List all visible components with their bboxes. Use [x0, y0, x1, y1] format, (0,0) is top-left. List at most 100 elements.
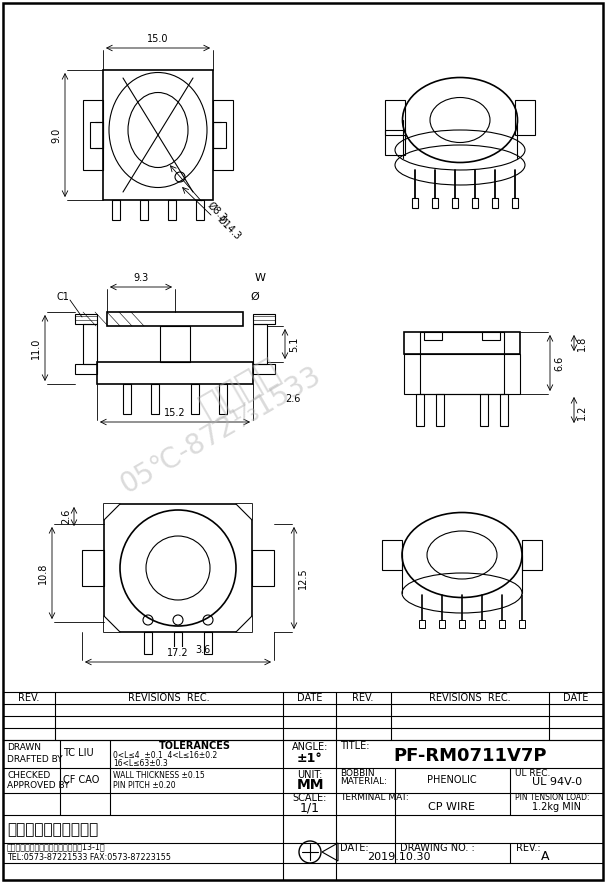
Text: 15.2: 15.2 [164, 408, 186, 418]
Text: BOBBIN: BOBBIN [340, 768, 375, 778]
Bar [219, 384, 227, 414]
Text: TITLE:: TITLE: [340, 741, 370, 751]
Text: DRAWN: DRAWN [7, 743, 41, 752]
Bar [424, 332, 442, 340]
Polygon shape [236, 616, 252, 632]
Text: 2.6: 2.6 [285, 394, 301, 404]
Text: 3.6: 3.6 [195, 645, 211, 655]
Text: SCALE:: SCALE: [293, 793, 327, 803]
Bar [499, 620, 505, 628]
Bar [515, 100, 535, 135]
Polygon shape [104, 504, 120, 520]
Bar [75, 314, 97, 324]
Text: UNIT:: UNIT: [298, 770, 322, 780]
Bar [140, 200, 148, 220]
Text: 1.2: 1.2 [577, 404, 587, 419]
Text: MATERIAL:: MATERIAL: [340, 778, 387, 787]
Bar [385, 130, 405, 155]
Bar [382, 540, 402, 570]
Bar [213, 122, 226, 148]
Bar [82, 550, 104, 586]
Text: 12.5: 12.5 [298, 567, 308, 589]
Bar [404, 332, 520, 354]
Bar [419, 620, 425, 628]
Text: 11.0: 11.0 [31, 337, 41, 358]
Text: ANGLE:: ANGLE: [292, 742, 328, 752]
Text: ±1°: ±1° [297, 752, 323, 766]
Bar [83, 100, 103, 170]
Text: DATE: DATE [564, 693, 588, 703]
Bar [174, 632, 182, 654]
Text: TERMINAL MAT:: TERMINAL MAT: [340, 794, 409, 803]
Bar [452, 198, 458, 208]
Bar [253, 364, 275, 374]
Text: 1.8: 1.8 [577, 336, 587, 351]
Bar [519, 620, 525, 628]
Bar [416, 394, 424, 426]
Bar [480, 394, 488, 426]
Text: DRAWING NO. :: DRAWING NO. : [400, 843, 474, 853]
Text: CF CAO: CF CAO [63, 775, 99, 785]
Bar [253, 314, 275, 324]
Text: 海宁捷晓电子有限公司: 海宁捷晓电子有限公司 [7, 822, 98, 837]
Bar [404, 354, 520, 394]
Bar [191, 384, 199, 414]
Bar [168, 200, 176, 220]
Text: PIN PITCH ±0.20: PIN PITCH ±0.20 [113, 781, 176, 789]
Text: TOLERANCES: TOLERANCES [159, 741, 231, 751]
Text: REV.:: REV.: [516, 843, 541, 853]
Text: 9.3: 9.3 [133, 273, 148, 283]
Text: CP WIRE: CP WIRE [428, 802, 476, 812]
Bar [482, 332, 500, 340]
Text: REV.: REV. [352, 693, 374, 703]
Bar [97, 362, 253, 384]
Text: 1/1: 1/1 [300, 802, 320, 814]
Bar [90, 122, 103, 148]
Bar [204, 632, 212, 654]
Bar [472, 198, 478, 208]
Text: DRAFTED BY: DRAFTED BY [7, 754, 62, 764]
Text: C1: C1 [56, 292, 70, 302]
Bar [412, 198, 418, 208]
Bar [479, 620, 485, 628]
Text: REV.: REV. [18, 693, 39, 703]
Bar [512, 198, 518, 208]
Text: 海宁捷晓: 海宁捷晓 [194, 354, 286, 426]
Text: 2019.10.30: 2019.10.30 [367, 852, 430, 862]
Text: W: W [255, 273, 265, 283]
Bar [253, 324, 267, 364]
Bar [83, 324, 97, 364]
Text: 6.6: 6.6 [554, 355, 564, 371]
Text: 地址：浙江省海宁市盖安镇园区四路13-1号: 地址：浙江省海宁市盖安镇园区四路13-1号 [7, 842, 105, 851]
Text: 1.2kg MIN: 1.2kg MIN [533, 802, 582, 812]
Bar [420, 332, 504, 394]
Bar [107, 312, 243, 326]
Text: Ø: Ø [251, 292, 259, 302]
Text: UL REC.: UL REC. [515, 768, 550, 778]
Bar [432, 198, 438, 208]
Bar [500, 394, 508, 426]
Text: Ø8.3: Ø8.3 [205, 200, 228, 223]
Bar [439, 620, 445, 628]
Bar [104, 504, 252, 632]
Bar [196, 200, 204, 220]
Text: A: A [541, 850, 549, 864]
Bar [123, 384, 131, 414]
Text: TEL:0573-87221533 FAX:0573-87223155: TEL:0573-87221533 FAX:0573-87223155 [7, 852, 171, 862]
Bar [103, 70, 213, 200]
Bar [436, 394, 444, 426]
Text: APPROVED BY: APPROVED BY [7, 781, 70, 789]
Bar [459, 620, 465, 628]
Text: CHECKED: CHECKED [7, 771, 50, 780]
Text: 0<L≤4  ±0.1  4<L≤16±0.2: 0<L≤4 ±0.1 4<L≤16±0.2 [113, 751, 217, 760]
Bar [144, 632, 152, 654]
Text: Ø14.3: Ø14.3 [215, 214, 242, 242]
Polygon shape [104, 616, 120, 632]
Text: REVISIONS  REC.: REVISIONS REC. [128, 693, 210, 703]
Text: MM: MM [296, 778, 324, 792]
Text: 10.8: 10.8 [38, 562, 48, 584]
Text: REVISIONS  REC.: REVISIONS REC. [429, 693, 511, 703]
Text: PHENOLIC: PHENOLIC [427, 775, 477, 785]
Bar [112, 200, 120, 220]
Text: 5.1: 5.1 [289, 336, 299, 351]
